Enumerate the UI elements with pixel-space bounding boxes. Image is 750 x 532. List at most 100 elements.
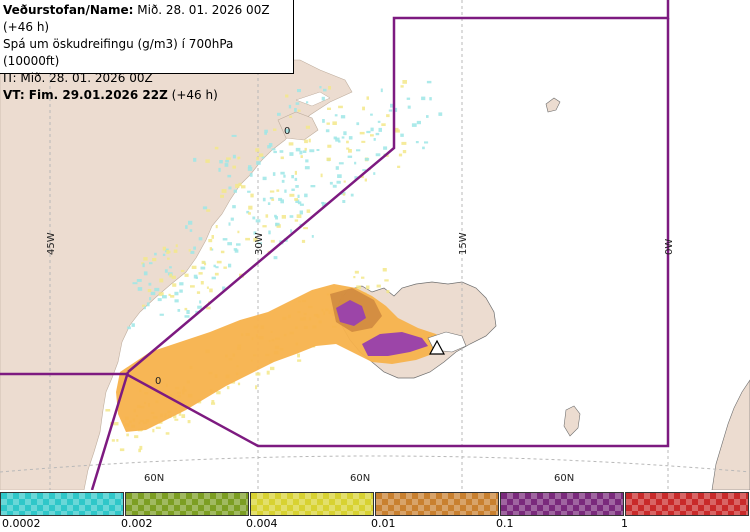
ash-speckle <box>191 265 197 269</box>
ash-speckle <box>187 420 191 424</box>
ash-speckle <box>111 439 115 442</box>
info-line-valid-time: VT: Fim. 29.01.2026 22Z (+46 h) <box>3 87 293 104</box>
ash-speckle <box>348 149 352 153</box>
ash-speckle <box>219 160 223 164</box>
ash-speckle <box>283 174 286 178</box>
ash-speckle <box>280 199 284 204</box>
ash-speckle <box>278 197 283 201</box>
ash-speckle <box>326 157 331 161</box>
ash-speckle <box>222 238 228 241</box>
ash-speckle <box>205 159 210 163</box>
ash-speckle <box>299 210 303 215</box>
forecast-area-boundary <box>0 0 670 490</box>
ash-speckle <box>267 145 271 149</box>
ash-speckle <box>276 189 280 192</box>
ash-speckle <box>236 243 241 246</box>
ash-speckle <box>222 286 226 291</box>
ash-speckle <box>426 80 432 84</box>
ash-speckle <box>305 125 310 129</box>
ash-speckle <box>150 291 156 296</box>
ash-speckle <box>335 137 340 142</box>
ash-speckle <box>186 310 190 314</box>
ash-speckle <box>350 193 354 197</box>
ash-speckle <box>165 432 170 435</box>
ash-speckle <box>173 414 177 419</box>
ash-speckle <box>193 157 197 162</box>
info-line-product: Spá um öskudreifingu (g/m3) í 700hPa (10… <box>3 37 234 68</box>
ash-speckle <box>237 230 240 234</box>
ash-speckle <box>248 165 252 169</box>
ash-speckle <box>370 113 373 116</box>
ash-speckle <box>196 291 201 294</box>
ash-speckle <box>362 169 366 172</box>
ash-speckle <box>316 149 320 151</box>
ash-speckle <box>297 353 300 358</box>
ash-speckle <box>342 200 346 203</box>
ash-speckle <box>366 96 369 100</box>
ash-speckle <box>393 127 399 132</box>
ash-speckle <box>308 138 311 143</box>
ash-speckle <box>273 256 278 260</box>
ash-speckle <box>231 134 237 137</box>
ash-speckle <box>228 222 231 226</box>
ash-speckle <box>185 225 188 229</box>
ash-speckle <box>304 147 307 151</box>
ash-speckle <box>262 176 267 181</box>
ash-speckle <box>438 112 443 116</box>
ash-speckle <box>215 225 218 229</box>
ash-speckle <box>326 122 330 125</box>
contour-label-plume: 0 <box>155 376 161 387</box>
ash-speckle <box>373 172 376 175</box>
ash-speckle <box>395 107 398 112</box>
ash-speckle <box>142 263 145 268</box>
ash-speckle <box>216 260 222 264</box>
ash-speckle <box>285 128 291 133</box>
ash-speckle <box>299 223 302 226</box>
ash-speckle <box>167 257 170 260</box>
map-canvas: 0 0 45W 30W 15W 0W 60N 60N 60N <box>0 0 750 490</box>
ash-speckle <box>268 143 273 147</box>
ash-speckle <box>199 300 202 304</box>
ash-speckle <box>214 272 219 276</box>
ash-speckle <box>209 288 213 293</box>
ash-speckle <box>247 167 253 171</box>
ash-speckle <box>200 281 204 285</box>
ash-speckle <box>289 193 295 197</box>
ash-speckle <box>329 181 333 185</box>
ash-speckle <box>295 199 300 203</box>
ash-speckle <box>356 285 362 289</box>
ash-speckle <box>347 155 353 158</box>
ash-speckle <box>172 283 177 287</box>
ash-speckle <box>184 307 188 311</box>
issuer-value: Mið. 28. 01. 2026 00Z (+46 h) <box>3 3 270 34</box>
ash-speckle <box>170 295 175 298</box>
ash-speckle <box>320 173 323 178</box>
ash-speckle <box>400 85 404 88</box>
ash-speckle <box>273 128 277 131</box>
ash-speckle <box>388 109 393 112</box>
ash-speckle <box>164 269 168 273</box>
ash-speckle <box>281 215 286 219</box>
ash-speckle <box>248 205 253 210</box>
ash-speckle <box>178 411 182 416</box>
ash-speckle <box>325 129 330 133</box>
ash-speckle <box>279 150 284 153</box>
concentration-legend: 0.0002 0.002 0.004 0.01 0.1 1 <box>0 490 750 532</box>
ash-speckle <box>253 231 257 235</box>
ash-speckle <box>152 428 155 433</box>
ash-speckle <box>289 215 294 218</box>
ash-speckle <box>306 101 309 104</box>
ash-speckle <box>114 422 119 426</box>
ash-speckle <box>220 194 224 198</box>
ash-speckle <box>288 104 292 109</box>
ash-speckle <box>364 157 370 161</box>
ash-speckle <box>127 326 131 330</box>
ash-speckle <box>131 323 135 327</box>
ash-speckle <box>302 150 307 153</box>
ash-speckle <box>173 249 178 253</box>
ash-speckle <box>297 109 301 112</box>
ash-speckle <box>258 153 264 157</box>
ash-speckle <box>354 161 357 165</box>
ash-speckle <box>281 179 285 183</box>
ash-speckle <box>354 176 358 180</box>
